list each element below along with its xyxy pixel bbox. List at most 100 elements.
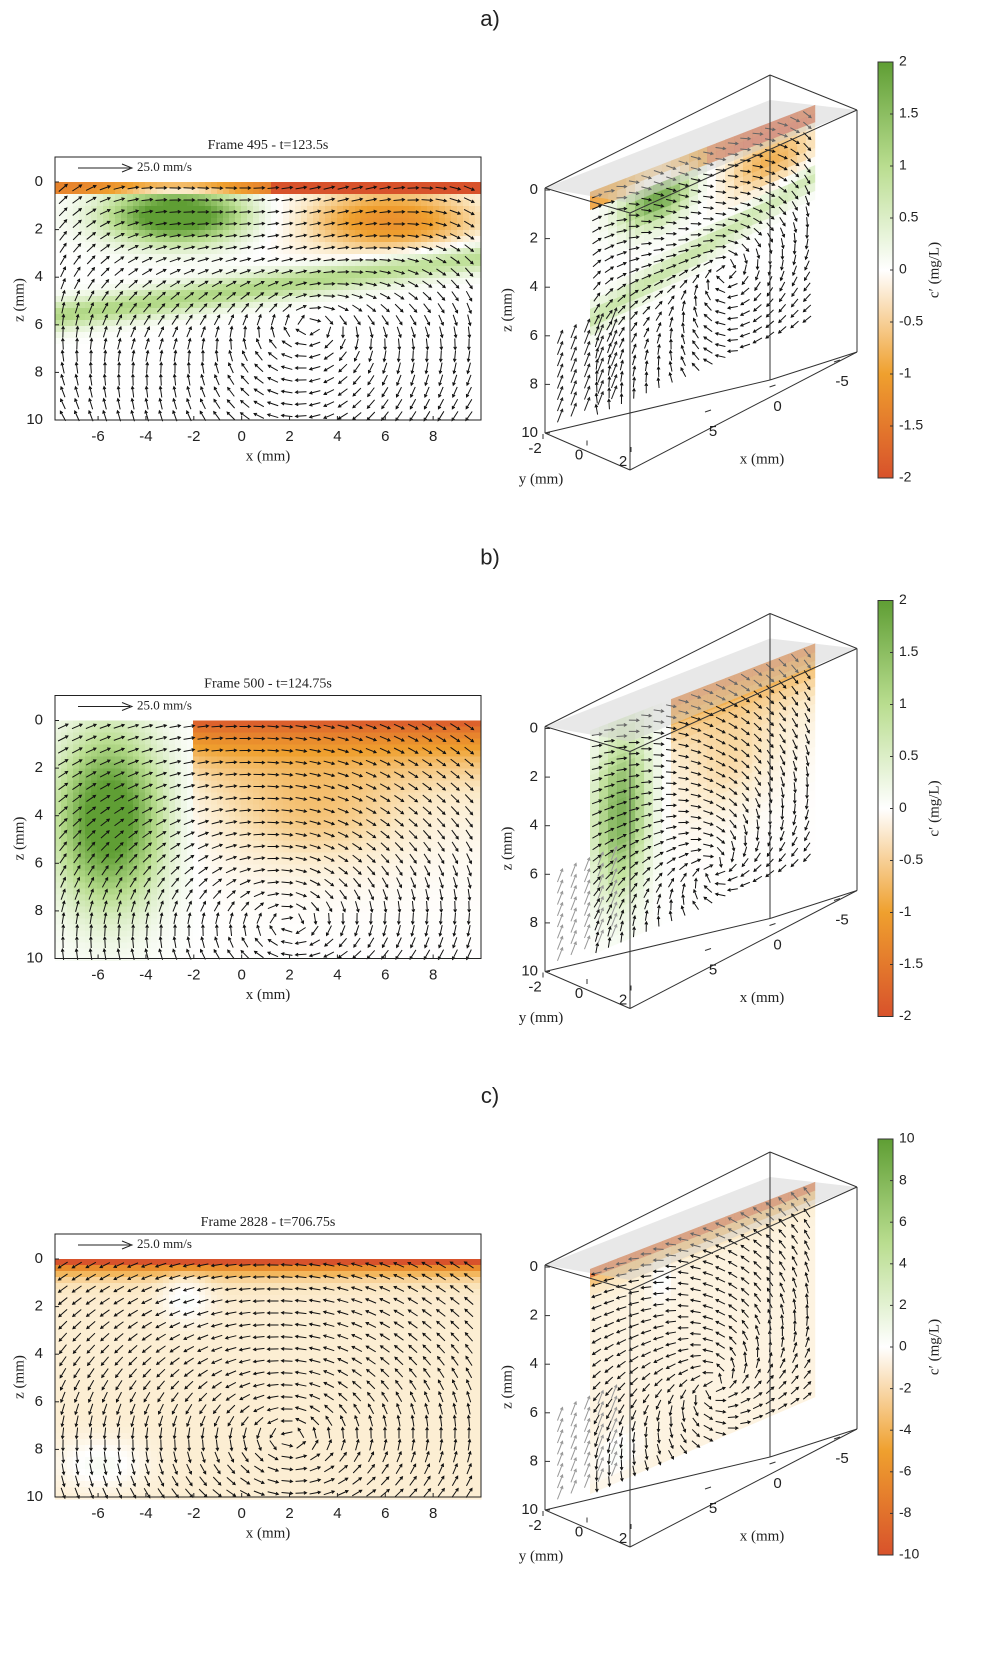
field-cell [325, 254, 332, 261]
field-cell [475, 266, 482, 273]
field-cell [367, 398, 374, 405]
field-cell [121, 350, 128, 357]
velocity-arrow [365, 233, 378, 238]
field-cell [397, 326, 404, 333]
field-cell [301, 386, 308, 393]
field-cell [91, 188, 98, 195]
field-cell [451, 338, 458, 345]
field-cell [295, 182, 302, 189]
field-cell [361, 254, 368, 261]
velocity-arrow [281, 281, 294, 287]
field-cell [55, 296, 62, 303]
velocity-arrow [267, 197, 280, 202]
field-cell [457, 206, 464, 213]
field-cell [97, 284, 104, 291]
field-cell [103, 290, 110, 297]
field-cell [73, 356, 80, 363]
field-cell [271, 380, 278, 387]
field-cell [133, 296, 140, 303]
field-cell [163, 194, 170, 201]
field-cell [337, 332, 344, 339]
velocity-arrow [187, 349, 192, 362]
field-cell [307, 338, 314, 345]
field-cell [385, 362, 392, 369]
field-cell [373, 272, 380, 279]
field-cell [115, 254, 122, 261]
field-cell [55, 720, 62, 727]
field-cell [97, 302, 104, 309]
field-cell [331, 368, 338, 375]
velocity-arrow [337, 185, 350, 190]
field-cell [193, 272, 200, 279]
field-cell [97, 930, 104, 937]
field-cell [355, 230, 362, 237]
velocity-arrow [100, 267, 110, 277]
field-cell [403, 290, 410, 297]
field-cell [349, 236, 356, 243]
field-cell [379, 206, 386, 213]
field-cell [193, 332, 200, 339]
field-cell [79, 266, 86, 273]
field-cell [277, 260, 284, 267]
field-cell [259, 254, 266, 261]
field-cell [55, 900, 62, 907]
field-cell [445, 236, 452, 243]
field-cell [391, 326, 398, 333]
view-3d [544, 74, 858, 471]
field-cell [241, 320, 248, 327]
field-cell [109, 924, 116, 931]
field-cell [253, 200, 260, 207]
field-cell [343, 266, 350, 273]
field-cell [61, 230, 68, 237]
field-cell [193, 212, 200, 219]
field-cell [403, 278, 410, 285]
field-cell [373, 248, 380, 255]
field-cell [307, 248, 314, 255]
field-cell [247, 182, 254, 189]
velocity-arrow [225, 257, 238, 262]
field-cell [109, 338, 116, 345]
field-cell [361, 326, 368, 333]
x3-tick [769, 384, 776, 388]
field-cell [247, 314, 254, 321]
field-cell [223, 332, 230, 339]
velocity-arrow [169, 198, 182, 202]
field-cell [325, 248, 332, 255]
field-cell [109, 882, 116, 889]
field-cell [85, 338, 92, 345]
field-cell [121, 386, 128, 393]
field-cell [55, 888, 62, 895]
field-cell [187, 362, 194, 369]
field-cell [421, 302, 428, 309]
field-cell [457, 302, 464, 309]
field-cell [151, 362, 158, 369]
field-cell [343, 272, 350, 279]
field-cell [235, 248, 242, 255]
velocity-arrow [393, 209, 406, 214]
field-cell [157, 314, 164, 321]
field-cell [187, 260, 194, 267]
field-cell [337, 254, 344, 261]
field-cell [205, 356, 212, 363]
field-cell [247, 410, 254, 417]
field-cell [205, 266, 212, 273]
field-cell [433, 206, 440, 213]
field-cell [361, 344, 368, 351]
field-cell [475, 296, 482, 303]
field-cell [391, 302, 398, 309]
field-cell [67, 828, 74, 835]
field-cell [343, 338, 350, 345]
field-cell [319, 194, 326, 201]
field-cell [109, 332, 116, 339]
field-cell [187, 368, 194, 375]
field-cell [469, 290, 476, 297]
velocity-arrow [186, 410, 192, 422]
field-cell [79, 954, 86, 961]
field-cell [367, 278, 374, 285]
field-cell [199, 278, 206, 285]
field-cell [475, 350, 482, 357]
field-cell [301, 404, 308, 411]
field-cell [445, 332, 452, 339]
field-cell [103, 296, 110, 303]
field-cell [427, 206, 434, 213]
